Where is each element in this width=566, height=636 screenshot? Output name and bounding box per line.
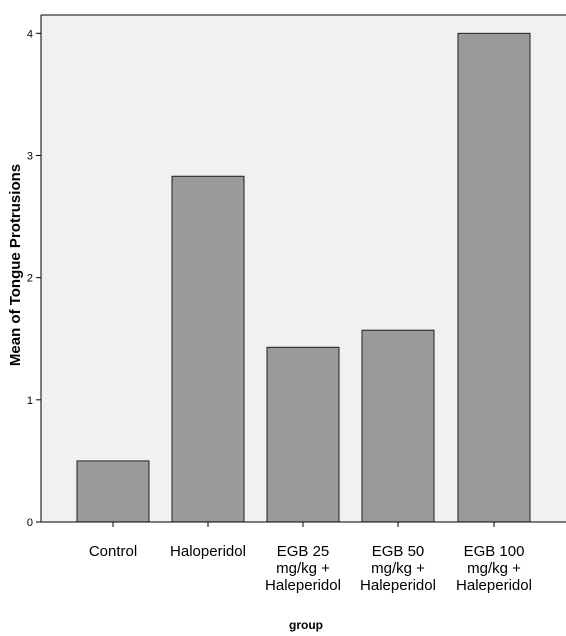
x-tick-label-line: mg/kg + [276,560,330,577]
x-axis-ticks: Control Haloperidol EGB 25 mg/kg + Haleperid… [89,522,532,594]
x-tick-label: Haloperidol [170,543,246,560]
y-tick-label: 3 [27,150,33,162]
bar-0 [76,460,150,523]
bar-3 [361,329,435,523]
bar-1 [171,175,245,523]
x-tick-label-line: EGB 50 [372,543,425,560]
x-tick-label-line: Haleperidol [360,577,436,594]
bars [76,32,531,523]
x-tick-label-line: mg/kg + [371,560,425,577]
x-tick-label-line: EGB 100 [464,543,525,560]
y-axis-ticks: 0 1 2 3 4 [27,28,41,529]
x-tick-label: Control [89,543,137,560]
y-tick-label: 1 [27,395,33,407]
x-tick-label-line: mg/kg + [467,560,521,577]
x-tick-label-line: Haleperidol [456,577,532,594]
y-tick-label: 4 [27,28,33,40]
x-tick-label-line: Haleperidol [265,577,341,594]
x-axis-title: group [289,618,323,632]
x-tick-label: EGB 25 mg/kg + Haleperidol [265,543,341,594]
x-tick-label-line: EGB 25 [277,543,330,560]
y-axis-title: Mean of Tongue Protrusions [7,164,24,366]
x-tick-label-line: Haloperidol [170,543,246,560]
y-tick-label: 0 [27,517,33,529]
bar-2 [266,346,340,523]
x-tick-label-line: Control [89,543,137,560]
y-tick-label: 2 [27,273,33,285]
bar-4 [457,32,531,523]
x-tick-label: EGB 100 mg/kg + Haleperidol [456,543,532,594]
x-tick-label: EGB 50 mg/kg + Haleperidol [360,543,436,594]
